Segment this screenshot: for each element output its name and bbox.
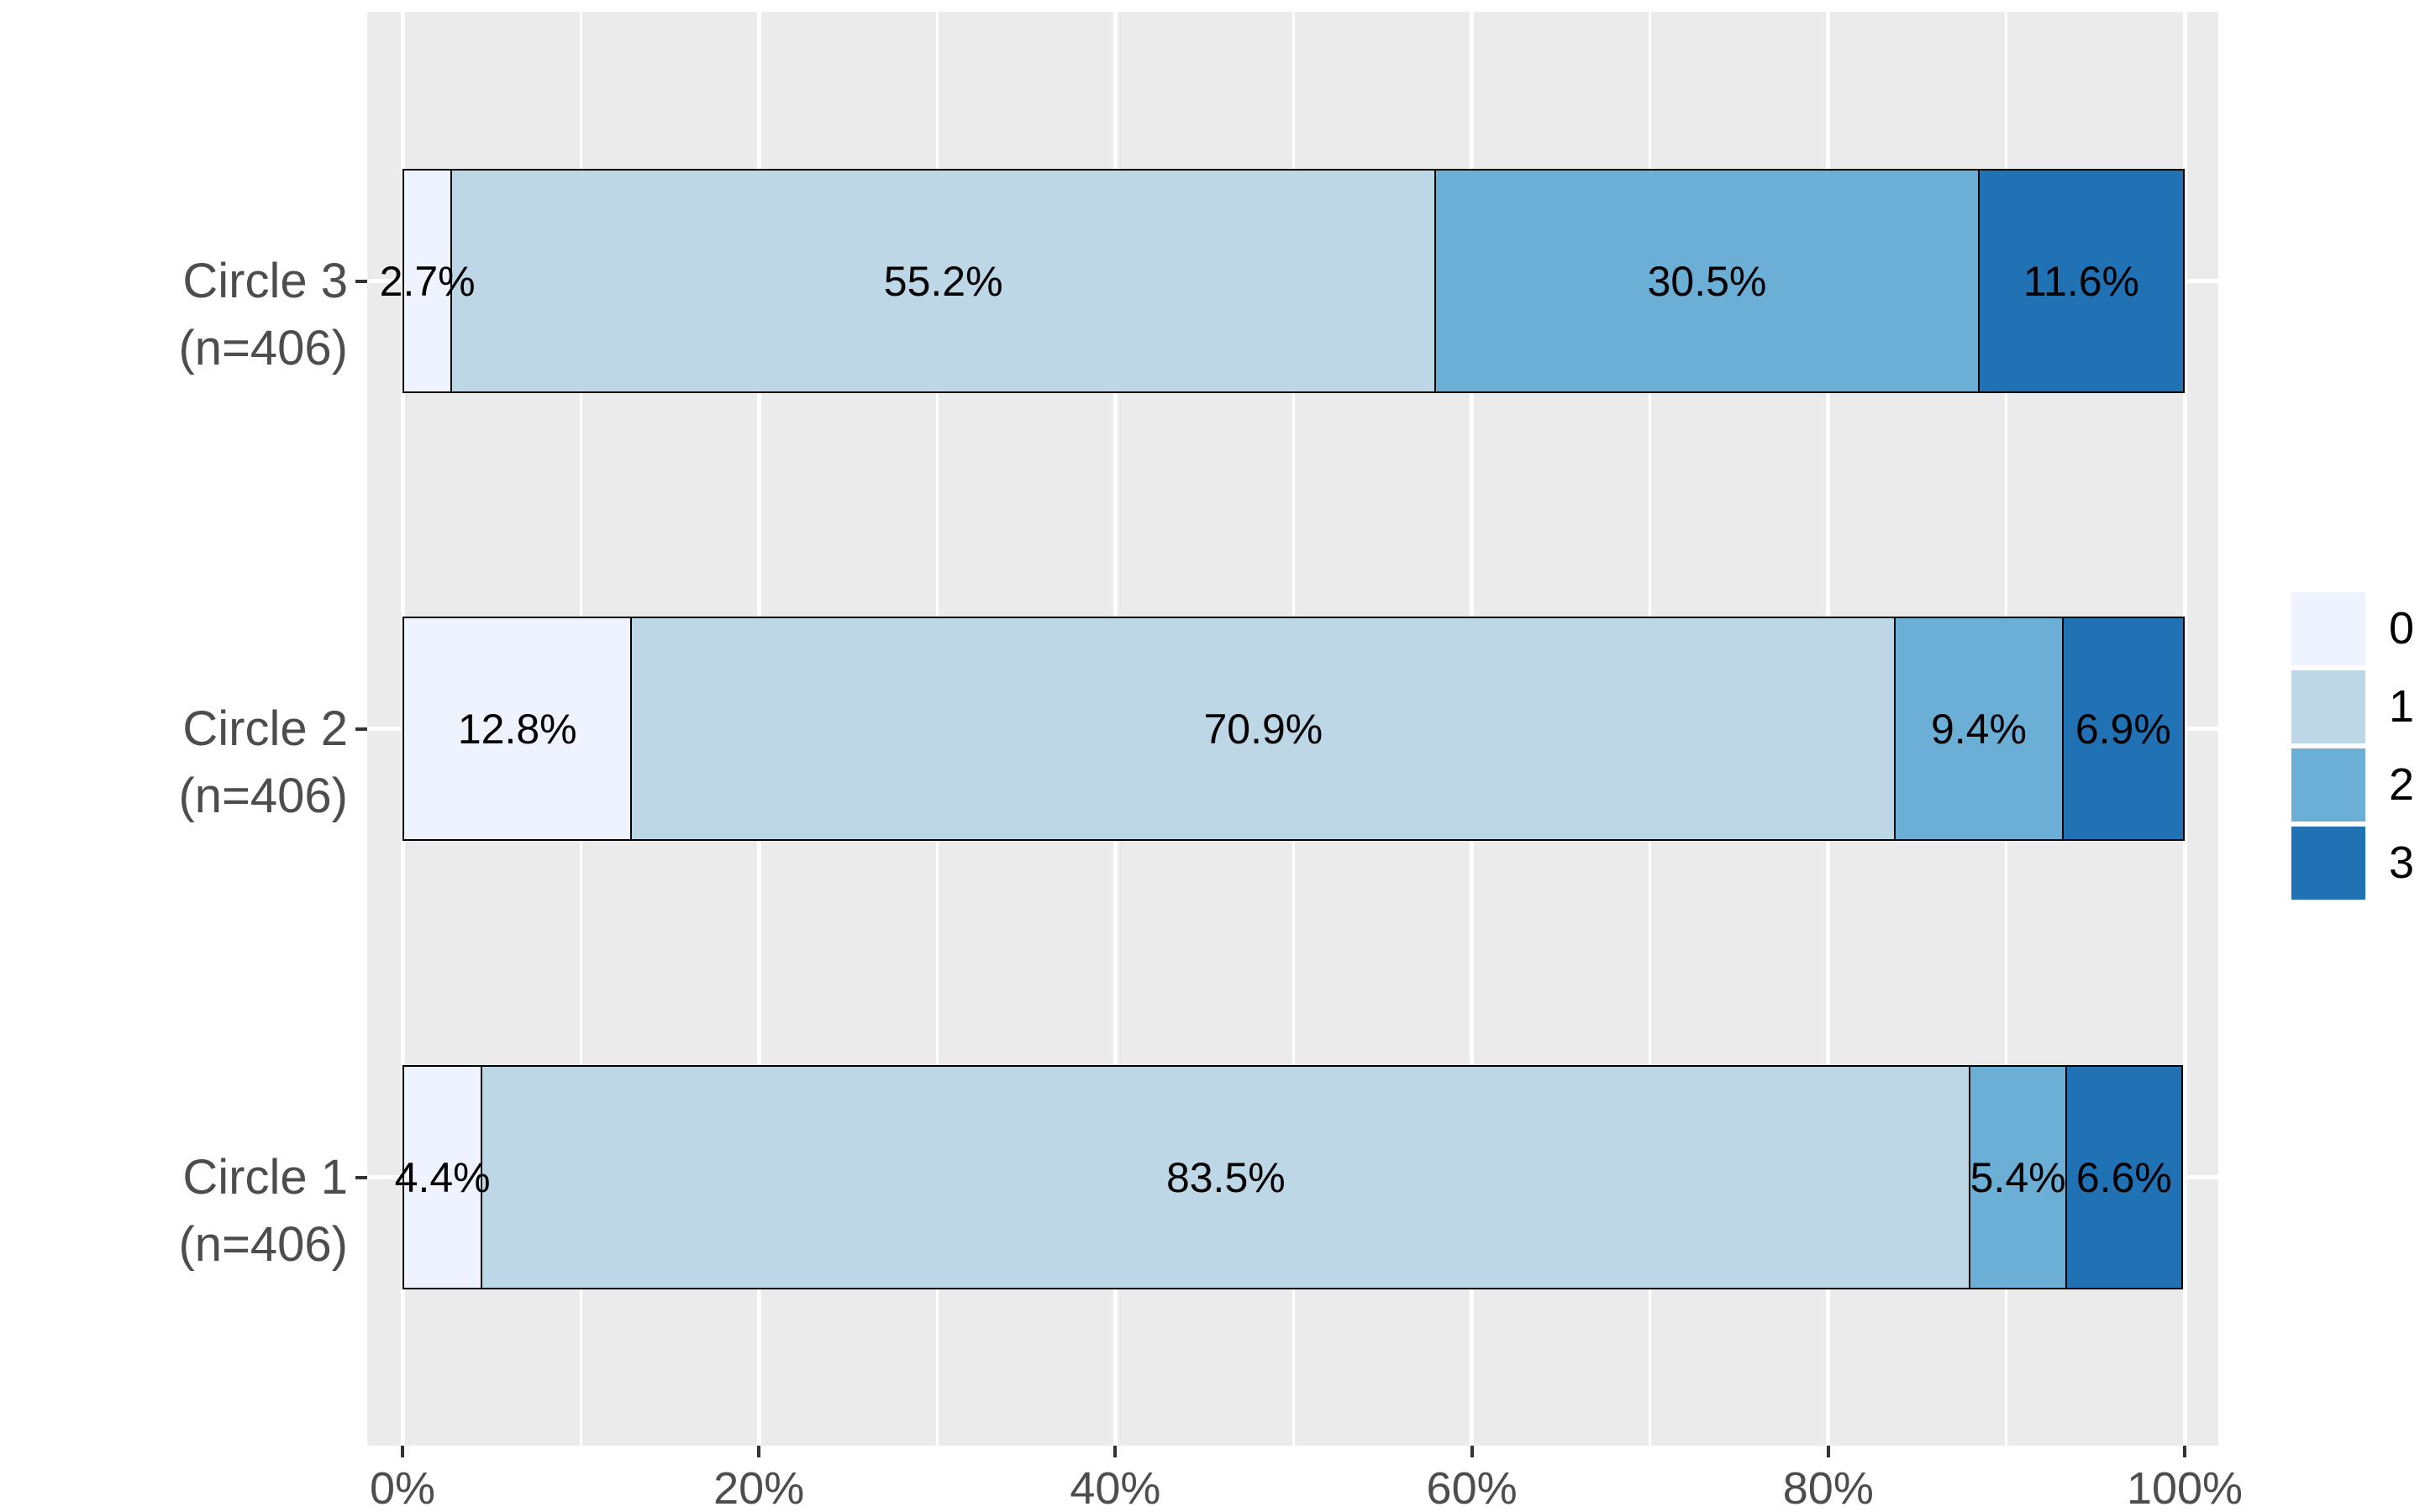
x-tick-mark [1113,1446,1118,1457]
bar-segment-label: 30.5% [1647,257,1767,305]
legend-label: 0 [2389,603,2415,654]
y-axis-label: Circle 1 (n=406) [178,1149,348,1272]
bar-segment-label: 70.9% [1203,705,1323,753]
x-tick-label: 40% [1070,1463,1161,1512]
bar-segment-label: 83.5% [1165,1153,1286,1201]
y-tick-mark [355,727,367,731]
legend-swatch [2291,748,2365,822]
y-tick-mark [355,1175,367,1179]
bar-segment-label: 55.2% [883,257,1003,305]
x-tick-label: 80% [1782,1463,1874,1512]
x-tick-label: 20% [713,1463,805,1512]
bar-row: 12.8% 70.9% 9.4% 6.9% [402,617,2185,841]
bar-segment: 2.7% [380,169,476,393]
legend-label: 3 [2389,837,2415,888]
bar-segment: 55.2% [450,169,1435,393]
x-tick-label: 60% [1426,1463,1518,1512]
x-tick-mark [757,1446,761,1457]
bar-segment-label: 4.4% [394,1153,491,1201]
bar-segment: 83.5% [481,1065,1970,1289]
x-tick-mark [2183,1446,2186,1457]
legend-label: 1 [2389,681,2415,732]
y-tick-mark [355,279,367,283]
x-tick-mark [1470,1446,1474,1457]
legend-label: 2 [2389,759,2415,810]
bar-segment-label: 6.6% [2075,1153,2172,1201]
y-axis-label: Circle 3 (n=406) [178,253,348,375]
bar-segment-label: 5.4% [1970,1153,2066,1201]
bar-segment: 4.4% [395,1065,491,1289]
bar-segment-label: 12.8% [457,705,577,753]
x-tick-label: 100% [2126,1463,2244,1512]
bar-row: 2.7% 55.2% 30.5% 11.6% [380,169,2185,393]
bar-segment: 11.6% [1977,169,2185,393]
bar-row: 4.4% 83.5% 5.4% 6.6% [395,1065,2183,1289]
bar-segment-label: 6.9% [2075,705,2171,753]
bar-segment: 12.8% [402,617,631,841]
y-axis-label: Circle 2 (n=406) [178,701,348,823]
bar-segment: 5.4% [1969,1065,2066,1289]
x-tick-mark [401,1446,404,1457]
bar-segment: 9.4% [1894,617,2062,841]
bar-segment: 6.6% [2065,1065,2183,1289]
bar-segment-label: 9.4% [1930,705,2027,753]
legend-swatch [2291,827,2365,900]
bar-segment: 30.5% [1434,169,1978,393]
legend-swatch [2291,670,2365,743]
x-tick-mark [1826,1446,1830,1457]
bar-segment-label: 11.6% [2023,257,2139,305]
bar-segment: 70.9% [630,617,1895,841]
x-tick-label: 0% [369,1463,436,1512]
bar-segment-label: 2.7% [379,257,476,305]
bar-segment: 6.9% [2061,617,2185,841]
legend-swatch [2291,592,2365,665]
